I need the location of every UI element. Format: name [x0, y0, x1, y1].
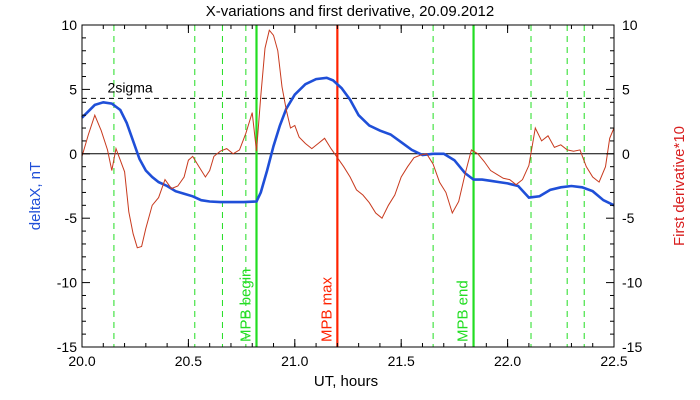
y-tick-label-2: -5 [65, 210, 78, 226]
x-tick-label-4: 22.0 [494, 353, 521, 369]
y-tick-label-0: -15 [57, 339, 77, 355]
y-tick-label-4: 5 [69, 81, 77, 97]
y2-tick-label-1: -10 [622, 275, 642, 291]
sigma-label: 2sigma [108, 79, 153, 95]
plot-area: 2sigma MPB begin MPB max MPB end [81, 24, 615, 348]
y-axis-left: -15 -10 -5 0 5 10 [57, 17, 90, 355]
y-axis-label-left: deltaX, nT [27, 162, 44, 230]
series-line-0 [81, 76, 615, 207]
y2-tick-label-3: 0 [622, 146, 630, 162]
x-tick-label-5: 22.5 [600, 353, 627, 369]
chart-title: X-variations and first derivative, 20.09… [206, 3, 495, 20]
vline-label-0: MPB begin [237, 269, 254, 342]
y-tick-label-5: 10 [61, 17, 77, 33]
x-axis: 20.0 20.5 21.0 21.5 22.0 22.5 [68, 25, 628, 369]
y-tick-label-1: -10 [57, 275, 77, 291]
y-axis-label-right: First derivative*10 [671, 126, 688, 246]
x-tick-label-2: 21.0 [281, 353, 308, 369]
y2-tick-label-5: 10 [622, 17, 638, 33]
y2-tick-label-4: 5 [622, 81, 630, 97]
x-axis-label: UT, hours [314, 373, 378, 390]
vline-label-2: MPB end [455, 280, 472, 342]
x-tick-label-1: 20.5 [175, 353, 202, 369]
plot-frame [81, 24, 615, 348]
y2-tick-label-0: -15 [622, 339, 642, 355]
vline-label-1: MPB max [318, 276, 335, 342]
series-line-1 [81, 29, 615, 249]
x-tick-label-3: 21.5 [388, 353, 415, 369]
y-tick-label-3: 0 [69, 146, 77, 162]
x-tick-label-0: 20.0 [68, 353, 95, 369]
y-axis-right: -15 -10 -5 0 5 10 [606, 17, 642, 355]
y2-tick-label-2: -5 [622, 210, 635, 226]
